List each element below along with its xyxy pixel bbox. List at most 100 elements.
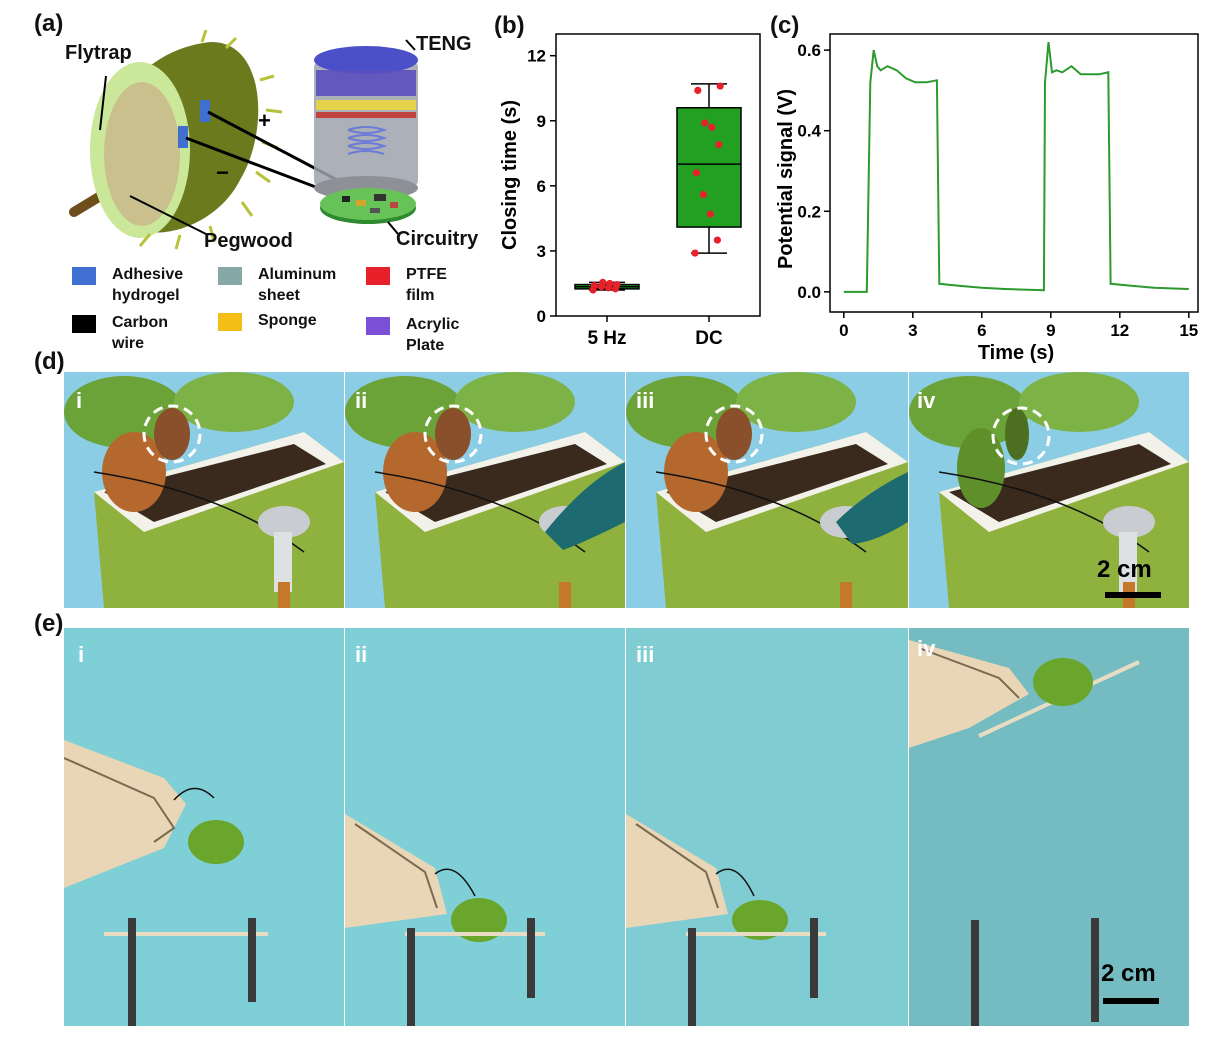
data-point xyxy=(701,119,709,127)
panel-label-b: (b) xyxy=(494,12,525,39)
photo-e-frame-2-image xyxy=(345,628,625,1026)
data-point xyxy=(606,279,614,288)
y-axis-label: Potential signal (V) xyxy=(775,89,797,269)
x-tick-label: 0 xyxy=(839,321,848,340)
legend-label: Aluminum sheet xyxy=(258,266,337,304)
y-tick-label: 0.2 xyxy=(797,202,821,221)
legend-item-sponge: Sponge xyxy=(218,310,317,331)
data-point xyxy=(715,141,723,149)
label-teng: TENG xyxy=(416,33,472,55)
photo-d-frame-3-image xyxy=(626,372,908,608)
data-point xyxy=(708,123,716,131)
legend-label: PTFE film xyxy=(406,266,447,304)
legend-swatch xyxy=(72,267,96,285)
x-tick-label: 9 xyxy=(1046,321,1055,340)
frame-label-d-1: i xyxy=(76,388,83,413)
panel-label-a: (a) xyxy=(34,10,64,37)
plot-frame xyxy=(555,33,761,317)
legend-label: Sponge xyxy=(258,312,317,329)
scale-bar-label-e: 2 cm xyxy=(1101,960,1156,987)
label-circuitry: Circuitry xyxy=(396,228,479,250)
potential-signal-line-chart: 0.0 0.2 0.4 0.6 0 3 6 9 12 15 Time (s) Potential si… xyxy=(775,33,1199,364)
x-tick-label: 6 xyxy=(977,321,986,340)
data-point xyxy=(713,236,721,244)
photo-d-frame-1-image xyxy=(64,372,344,608)
frame-label-e-1: i xyxy=(78,642,85,667)
x-tick-label: 12 xyxy=(1110,321,1129,340)
photo-e-frame-1-image xyxy=(64,628,344,1026)
photo-e-frame-1: i xyxy=(64,628,344,1026)
scale-bar-e xyxy=(1103,998,1159,1004)
frame-label-e-3: iii xyxy=(636,642,655,667)
y-tick-label: 3 xyxy=(537,242,546,261)
legend-label: Adhesive hydrogel xyxy=(112,266,184,304)
legend-swatch xyxy=(218,313,242,331)
legend-item-acrylic-plate: Acrylic Plate xyxy=(366,314,459,356)
photo-e-frame-2: ii xyxy=(345,628,625,1026)
legend-swatch xyxy=(72,315,96,333)
plot-frame xyxy=(829,33,1199,313)
y-tick-label: 9 xyxy=(537,112,546,131)
data-point xyxy=(692,169,700,177)
frame-label-e-2: ii xyxy=(355,642,368,667)
frame-label-d-4: iv xyxy=(917,388,936,413)
photo-e-frame-3-image xyxy=(626,628,908,1026)
legend-item-carbon-wire: Carbon wire xyxy=(72,312,168,354)
label-flytrap: Flytrap xyxy=(65,42,132,64)
x-axis-label: Time (s) xyxy=(978,342,1054,364)
y-tick-label: 0 xyxy=(537,307,546,326)
data-point xyxy=(716,82,724,90)
data-point xyxy=(706,210,714,218)
photo-e-frame-4-image xyxy=(909,628,1189,1026)
x-tick-label: 5 Hz xyxy=(587,328,626,349)
panel-a-schematic: + − xyxy=(69,30,418,250)
panel-label-e: (e) xyxy=(34,610,64,637)
legend-swatch xyxy=(366,317,390,335)
y-tick-label: 0.0 xyxy=(797,283,821,302)
photo-d-frame-2-image xyxy=(345,372,625,608)
legend-item-aluminum-sheet: Aluminum sheet xyxy=(218,264,336,306)
data-point xyxy=(613,280,621,289)
y-tick-label: 12 xyxy=(527,47,546,66)
x-tick-label: 15 xyxy=(1179,321,1198,340)
panel-label-c: (c) xyxy=(770,12,800,39)
legend-item-adhesive-hydrogel: Adhesive hydrogel xyxy=(72,264,183,306)
series-line-0 xyxy=(843,41,1189,293)
data-point xyxy=(599,278,607,286)
photo-e-frame-3: iii xyxy=(626,628,908,1026)
photo-d-frame-3: iii xyxy=(626,372,908,608)
photo-d-frame-4: iv 2 cm xyxy=(909,372,1189,608)
y-tick-label: 0.6 xyxy=(797,41,821,60)
data-point xyxy=(694,86,702,94)
scale-bar-label-d: 2 cm xyxy=(1097,556,1152,583)
data-point xyxy=(699,190,707,199)
photo-e-frame-4: iv 2 cm xyxy=(909,628,1189,1026)
plus-sign: + xyxy=(258,108,271,133)
frame-label-d-3: iii xyxy=(636,388,655,413)
x-tick-label: 3 xyxy=(908,321,917,340)
y-axis-label: Closing time (s) xyxy=(499,100,521,250)
panel-label-d: (d) xyxy=(34,348,65,375)
photo-d-frame-4-image xyxy=(909,372,1189,608)
frame-label-e-4: iv xyxy=(917,636,936,661)
y-tick-label: 0.4 xyxy=(797,122,821,141)
x-tick-label: DC xyxy=(695,328,723,349)
flytrap-lobe-illustration xyxy=(90,30,283,250)
data-point xyxy=(590,282,598,290)
scale-bar-d xyxy=(1105,592,1161,598)
y-tick-label: 6 xyxy=(537,177,546,196)
legend-label: Acrylic Plate xyxy=(406,316,460,354)
legend-item-ptfe-film: PTFE film xyxy=(366,264,447,306)
circuitry-board-illustration xyxy=(320,188,416,235)
data-point xyxy=(691,249,699,257)
minus-sign: − xyxy=(216,160,229,185)
label-pegwood: Pegwood xyxy=(204,230,293,252)
closing-time-box-chart: 0 3 6 9 12 5 Hz DC Closing time (s) xyxy=(499,33,761,349)
legend-swatch xyxy=(218,267,242,285)
teng-device-illustration xyxy=(314,39,418,200)
photo-d-frame-1: i xyxy=(64,372,344,608)
photo-d-frame-2: ii xyxy=(345,372,625,608)
legend-label: Carbon wire xyxy=(112,314,168,352)
legend-swatch xyxy=(366,267,390,285)
frame-label-d-2: ii xyxy=(355,388,368,413)
